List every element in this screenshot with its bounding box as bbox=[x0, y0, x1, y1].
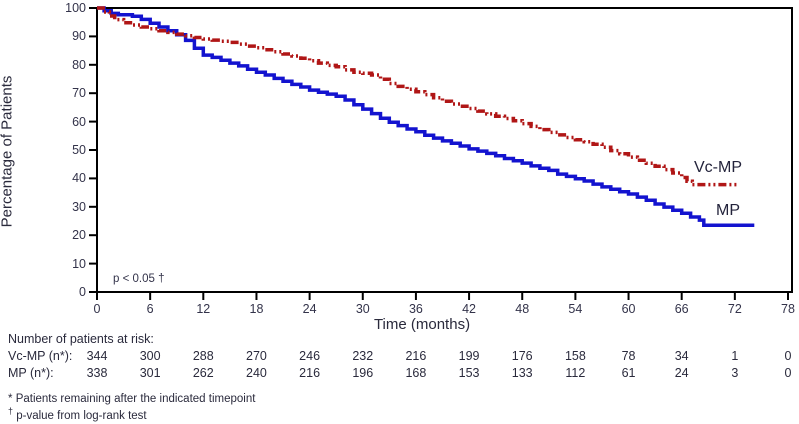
x-tick-label: 0 bbox=[93, 302, 101, 316]
risk-value: 216 bbox=[299, 366, 321, 380]
x-tick-label: 30 bbox=[355, 302, 370, 316]
risk-value: 288 bbox=[192, 349, 214, 363]
pvalue-annotation: p < 0.05 † bbox=[113, 273, 165, 285]
risk-value: 262 bbox=[192, 366, 214, 380]
risk-value: 344 bbox=[86, 349, 108, 363]
y-tick-label: 10 bbox=[72, 256, 86, 271]
footnote-patients-remaining: * Patients remaining after the indicated… bbox=[8, 393, 256, 405]
risk-value: 176 bbox=[511, 349, 533, 363]
risk-table-header: Number of patients at risk: bbox=[8, 332, 154, 346]
y-tick-label: 50 bbox=[72, 143, 86, 157]
x-tick-label: 18 bbox=[249, 302, 264, 316]
y-tick-label: 100 bbox=[65, 1, 86, 15]
risk-row-label: MP (n*): bbox=[8, 366, 54, 380]
x-tick-label: 12 bbox=[196, 302, 211, 316]
x-tick-label: 72 bbox=[727, 302, 742, 316]
survival-curves bbox=[97, 6, 755, 228]
x-tick-label: 66 bbox=[674, 302, 689, 316]
plot-frame bbox=[96, 7, 793, 293]
risk-value: 232 bbox=[352, 349, 374, 363]
x-tick-label: 54 bbox=[568, 302, 583, 316]
x-tick-label: 48 bbox=[515, 302, 530, 316]
y-tick-label: 60 bbox=[72, 114, 86, 129]
risk-value: 24 bbox=[674, 366, 689, 380]
risk-value: 216 bbox=[405, 349, 427, 363]
risk-value: 34 bbox=[674, 349, 689, 363]
y-tick-label: 70 bbox=[72, 86, 86, 101]
risk-value: 300 bbox=[139, 349, 161, 363]
y-axis-title: Percentage of Patients bbox=[0, 75, 16, 228]
risk-value: 78 bbox=[621, 349, 636, 363]
risk-value: 153 bbox=[458, 366, 480, 380]
x-tick-label: 78 bbox=[781, 302, 795, 316]
risk-value: 0 bbox=[784, 349, 792, 363]
risk-value: 246 bbox=[299, 349, 321, 363]
risk-value: 168 bbox=[405, 366, 427, 380]
y-tick-label: 30 bbox=[72, 199, 86, 214]
risk-value: 301 bbox=[139, 366, 161, 380]
x-tick-label: 6 bbox=[146, 302, 154, 316]
axis-tick-marks bbox=[89, 7, 789, 300]
x-tick-label: 60 bbox=[621, 302, 636, 316]
y-tick-label: 90 bbox=[72, 29, 86, 44]
risk-value: 112 bbox=[565, 366, 586, 380]
risk-value: 3 bbox=[731, 366, 739, 380]
series-label-vcmp: Vc-MP bbox=[694, 159, 742, 176]
series-label-mp: MP bbox=[716, 202, 740, 219]
footnote-logrank: † p-value from log-rank test bbox=[8, 406, 147, 422]
curve-mp bbox=[97, 6, 755, 228]
risk-value: 240 bbox=[246, 366, 267, 380]
y-tick-label: 80 bbox=[72, 57, 86, 72]
y-tick-label: 20 bbox=[72, 228, 86, 243]
risk-value: 158 bbox=[564, 349, 586, 363]
risk-value: 61 bbox=[621, 366, 636, 380]
x-tick-label: 36 bbox=[408, 302, 423, 316]
curve-vcmp bbox=[97, 6, 739, 187]
x-axis-title: Time (months) bbox=[373, 316, 471, 333]
y-tick-label: 0 bbox=[79, 285, 86, 299]
x-tick-label: 24 bbox=[302, 302, 317, 316]
risk-value: 0 bbox=[784, 366, 792, 380]
x-tick-label: 42 bbox=[462, 302, 477, 316]
risk-value: 338 bbox=[86, 366, 108, 380]
risk-value: 1 bbox=[731, 349, 739, 363]
y-tick-label: 40 bbox=[72, 171, 86, 186]
risk-value: 196 bbox=[352, 366, 374, 380]
risk-value: 133 bbox=[511, 366, 533, 380]
risk-row-label: Vc-MP (n*): bbox=[8, 349, 73, 363]
risk-value: 199 bbox=[458, 349, 480, 363]
risk-value: 270 bbox=[246, 349, 267, 363]
